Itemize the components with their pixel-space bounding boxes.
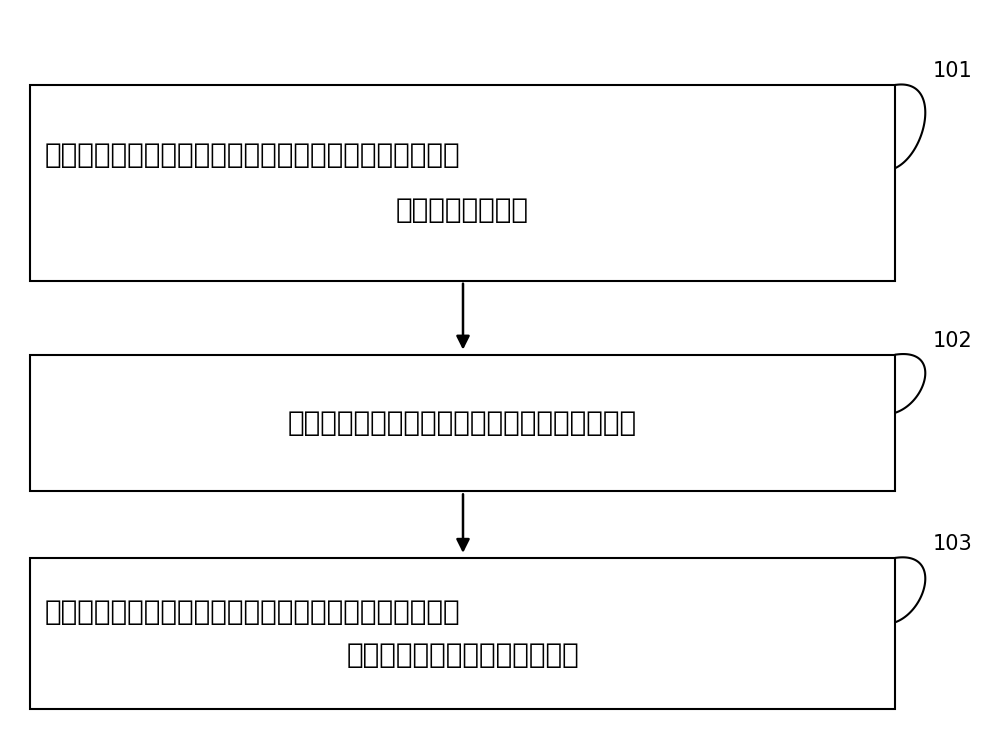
Text: 基带单元根据目标延时补偿量和第一最大延时补偿量，与: 基带单元根据目标延时补偿量和第一最大延时补偿量，与 (45, 599, 461, 627)
Text: 103: 103 (933, 534, 973, 554)
Text: 基带单元根据处理延时量，确定目标延时补偿量: 基带单元根据处理延时量，确定目标延时补偿量 (288, 409, 637, 437)
Text: 一最大延时补偿量: 一最大延时补偿量 (396, 197, 529, 225)
Bar (30, 85, 895, 281)
Text: 102: 102 (933, 331, 973, 351)
Text: 基带单元接收射频单元上报的射频单元的处理延时量和第: 基带单元接收射频单元上报的射频单元的处理延时量和第 (45, 141, 461, 169)
Bar (30, 355, 895, 491)
Bar (30, 558, 895, 709)
Text: 101: 101 (933, 61, 973, 81)
Text: 射频单元联合进行延时补偿处理: 射频单元联合进行延时补偿处理 (346, 641, 579, 669)
